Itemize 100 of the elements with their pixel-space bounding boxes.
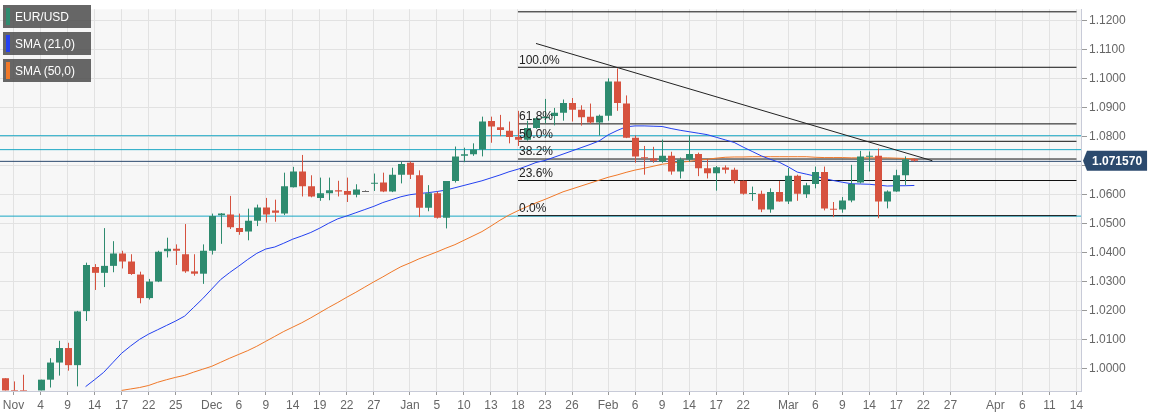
y-tick-label: 1.0800: [1089, 128, 1127, 143]
candlestick: [272, 199, 279, 223]
x-tick-label: 6: [1019, 397, 1027, 412]
candlestick: [200, 243, 207, 285]
y-tick-label: 1.0000: [1089, 360, 1127, 375]
candlestick: [371, 173, 378, 192]
y-tick-label: 1.0300: [1089, 273, 1127, 288]
x-tick-label: 27: [367, 397, 381, 412]
y-tick-label: 1.1000: [1089, 70, 1127, 85]
candlestick: [902, 155, 909, 186]
x-tick-label: 4: [37, 397, 45, 412]
candlestick: [398, 161, 405, 184]
candlestick: [704, 158, 711, 179]
x-tick-label: 17: [709, 397, 724, 412]
x-tick-label: 6: [811, 397, 819, 412]
x-tick-label: 14: [862, 397, 877, 412]
candlestick: [614, 67, 621, 112]
candlestick: [110, 240, 117, 273]
candlestick: [425, 184, 432, 212]
x-tick-label: 9: [262, 397, 270, 412]
x-tick-label: 9: [64, 397, 72, 412]
candlestick: [713, 165, 720, 192]
x-tick-label: Mar: [777, 397, 799, 412]
annotation: 100.0%: [518, 52, 561, 67]
x-tick-label: 26: [565, 397, 580, 412]
candlestick: [848, 164, 855, 203]
candlestick: [146, 278, 153, 301]
x-tick-label: 22: [340, 397, 354, 412]
x-tick-label: 18: [511, 397, 525, 412]
annotation: 23.6%: [518, 165, 554, 180]
candlestick: [317, 177, 324, 202]
x-tick-label: Apr: [986, 397, 1005, 412]
y-tick-label: 1.1100: [1089, 41, 1126, 56]
x-tick-label: 22: [916, 397, 931, 412]
x-tick-label: 13: [484, 397, 498, 412]
candlestick: [866, 150, 873, 172]
candlestick: [830, 201, 837, 218]
x-tick-label: Nov: [2, 397, 25, 412]
candlestick: [884, 189, 891, 209]
x-tick-label: 14: [1069, 397, 1084, 412]
candlestick: [812, 166, 819, 189]
x-tick-label: 19: [313, 397, 327, 412]
candlestick: [182, 223, 189, 274]
x-tick-label: 9: [658, 397, 666, 412]
y-tick-label: 1.0400: [1089, 244, 1127, 259]
x-tick-label: 14: [87, 397, 102, 412]
x-tick-label: 17: [889, 397, 904, 412]
candlestick: [92, 263, 99, 291]
x-tick-label: 22: [736, 397, 751, 412]
candlestick: [641, 145, 648, 176]
candlestick: [299, 154, 306, 197]
candlestick: [578, 104, 585, 127]
candlestick: [56, 340, 63, 377]
x-tick-label: 5: [433, 397, 441, 412]
candlestick: [686, 135, 693, 163]
x-tick-label: 14: [286, 397, 300, 412]
x-tick-label: Dec: [201, 397, 223, 412]
candlestick: [20, 374, 27, 391]
x-tick-label: 6: [631, 397, 639, 412]
candlestick: [677, 157, 684, 179]
y-tick-label: 1.0600: [1089, 186, 1127, 201]
candlestick: [893, 169, 900, 193]
candlestick: [236, 213, 243, 236]
annotation: 0.0%: [518, 200, 547, 215]
y-tick-label: 1.0900: [1089, 99, 1127, 114]
x-tick-label: 11: [1043, 397, 1057, 412]
candlestick: [326, 177, 333, 201]
candlestick: [254, 204, 261, 227]
candlestick: [65, 342, 72, 372]
y-tick-label: 1.0500: [1089, 215, 1127, 230]
candlestick: [668, 151, 675, 176]
candlestick: [758, 190, 765, 213]
candlestick: [569, 97, 576, 123]
x-tick-label: 14: [682, 397, 697, 412]
x-tick-label: 22: [141, 397, 156, 412]
candlestick: [497, 114, 504, 137]
candlestick: [659, 139, 666, 164]
y-tick-label: 1.1200: [1089, 12, 1127, 27]
candlestick: [245, 208, 252, 241]
candlestick: [767, 187, 774, 214]
candlestick: [227, 195, 234, 230]
candlestick: [47, 357, 54, 389]
candlestick: [749, 186, 756, 202]
ref-line-label: 1.071570: [1092, 154, 1143, 169]
x-tick-label: Feb: [597, 397, 619, 412]
x-tick-label: 25: [168, 397, 183, 412]
x-tick-label: 10: [457, 397, 471, 412]
candlestick: [488, 116, 495, 144]
legend-label: SMA (50,0): [15, 63, 76, 78]
y-tick-label: 1.0100: [1089, 331, 1127, 346]
candlestick: [776, 180, 783, 203]
candlestick: [101, 227, 108, 288]
candlestick: [695, 152, 702, 177]
candlestick: [560, 99, 567, 122]
candlestick: [344, 177, 351, 203]
candlestick: [137, 271, 144, 304]
candlestick: [128, 253, 135, 276]
x-tick-label: Jan: [400, 397, 420, 412]
candlestick: [191, 253, 198, 277]
x-tick-label: 23: [538, 397, 552, 412]
